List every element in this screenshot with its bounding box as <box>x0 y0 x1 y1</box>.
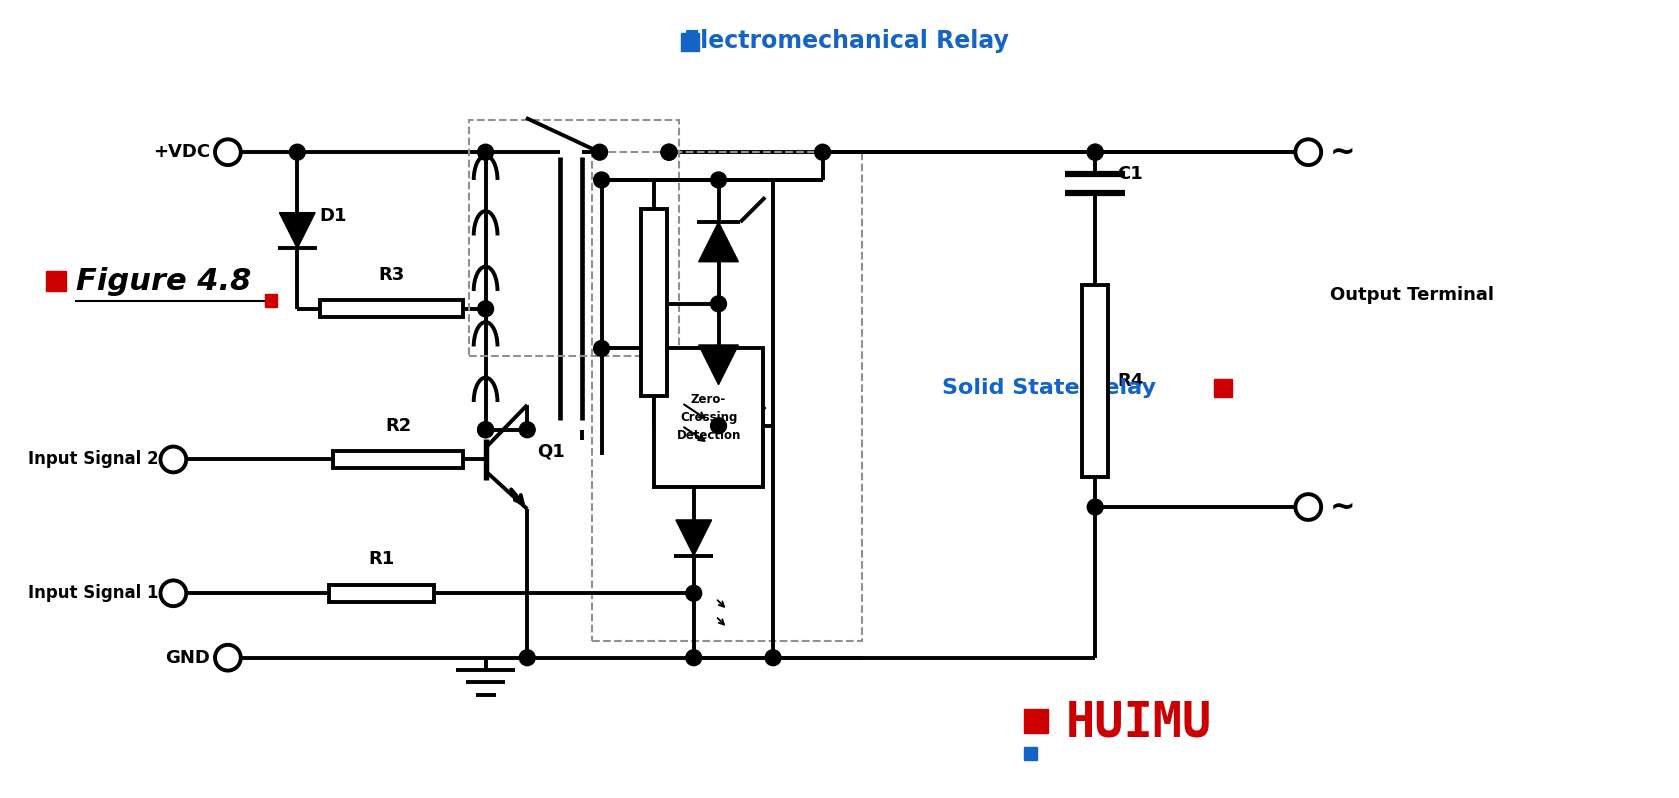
Circle shape <box>710 296 727 312</box>
Circle shape <box>594 172 609 188</box>
Polygon shape <box>698 222 739 262</box>
Circle shape <box>1088 144 1103 160</box>
Circle shape <box>766 650 781 666</box>
Text: Solid State Relay: Solid State Relay <box>942 378 1155 398</box>
Text: Zero-: Zero- <box>692 393 727 406</box>
Text: Output Terminal: Output Terminal <box>1330 286 1494 304</box>
Text: ~: ~ <box>1330 492 1355 522</box>
Bar <box>655 349 764 488</box>
Circle shape <box>289 144 306 160</box>
Bar <box>332 451 463 468</box>
Text: C1: C1 <box>1117 164 1143 183</box>
Circle shape <box>477 422 494 437</box>
Bar <box>591 152 863 641</box>
Bar <box>1214 379 1232 397</box>
Polygon shape <box>677 520 712 555</box>
Circle shape <box>591 144 608 160</box>
Circle shape <box>519 650 536 666</box>
Text: HUIMU: HUIMU <box>1066 698 1212 746</box>
Bar <box>321 300 463 318</box>
Text: Electromechanical Relay: Electromechanical Relay <box>683 30 1009 53</box>
Circle shape <box>594 341 609 357</box>
Bar <box>329 585 435 602</box>
Text: Figure 4.8: Figure 4.8 <box>76 267 252 295</box>
Circle shape <box>662 144 677 160</box>
Bar <box>1083 285 1108 476</box>
Circle shape <box>1088 499 1103 515</box>
Circle shape <box>1088 144 1103 160</box>
Circle shape <box>710 418 727 433</box>
Bar <box>1024 747 1036 760</box>
Text: Q1: Q1 <box>537 443 564 460</box>
Text: Input Signal 1: Input Signal 1 <box>29 584 158 602</box>
Circle shape <box>685 650 702 666</box>
Circle shape <box>710 172 727 188</box>
Circle shape <box>685 586 702 601</box>
Bar <box>1024 709 1048 733</box>
Circle shape <box>662 144 677 160</box>
Polygon shape <box>698 345 739 385</box>
Text: +VDC: +VDC <box>153 143 210 161</box>
Bar <box>468 120 678 357</box>
Text: GND: GND <box>165 649 210 666</box>
Text: D1: D1 <box>319 207 346 224</box>
Text: Input Signal 2: Input Signal 2 <box>29 450 158 468</box>
Bar <box>641 209 667 397</box>
Circle shape <box>519 422 536 437</box>
Text: R1: R1 <box>368 551 395 568</box>
Circle shape <box>814 144 831 160</box>
Text: Detection: Detection <box>677 429 740 442</box>
Bar <box>47 271 65 291</box>
Circle shape <box>477 301 494 317</box>
Text: ~: ~ <box>1330 138 1355 167</box>
Circle shape <box>477 144 494 160</box>
Text: Crossing: Crossing <box>680 411 737 425</box>
Text: R4: R4 <box>1117 372 1143 389</box>
Text: R3: R3 <box>378 266 405 284</box>
Polygon shape <box>279 212 316 248</box>
Bar <box>682 34 698 51</box>
Bar <box>265 294 277 306</box>
Text: R2: R2 <box>386 417 411 435</box>
Circle shape <box>477 422 494 437</box>
